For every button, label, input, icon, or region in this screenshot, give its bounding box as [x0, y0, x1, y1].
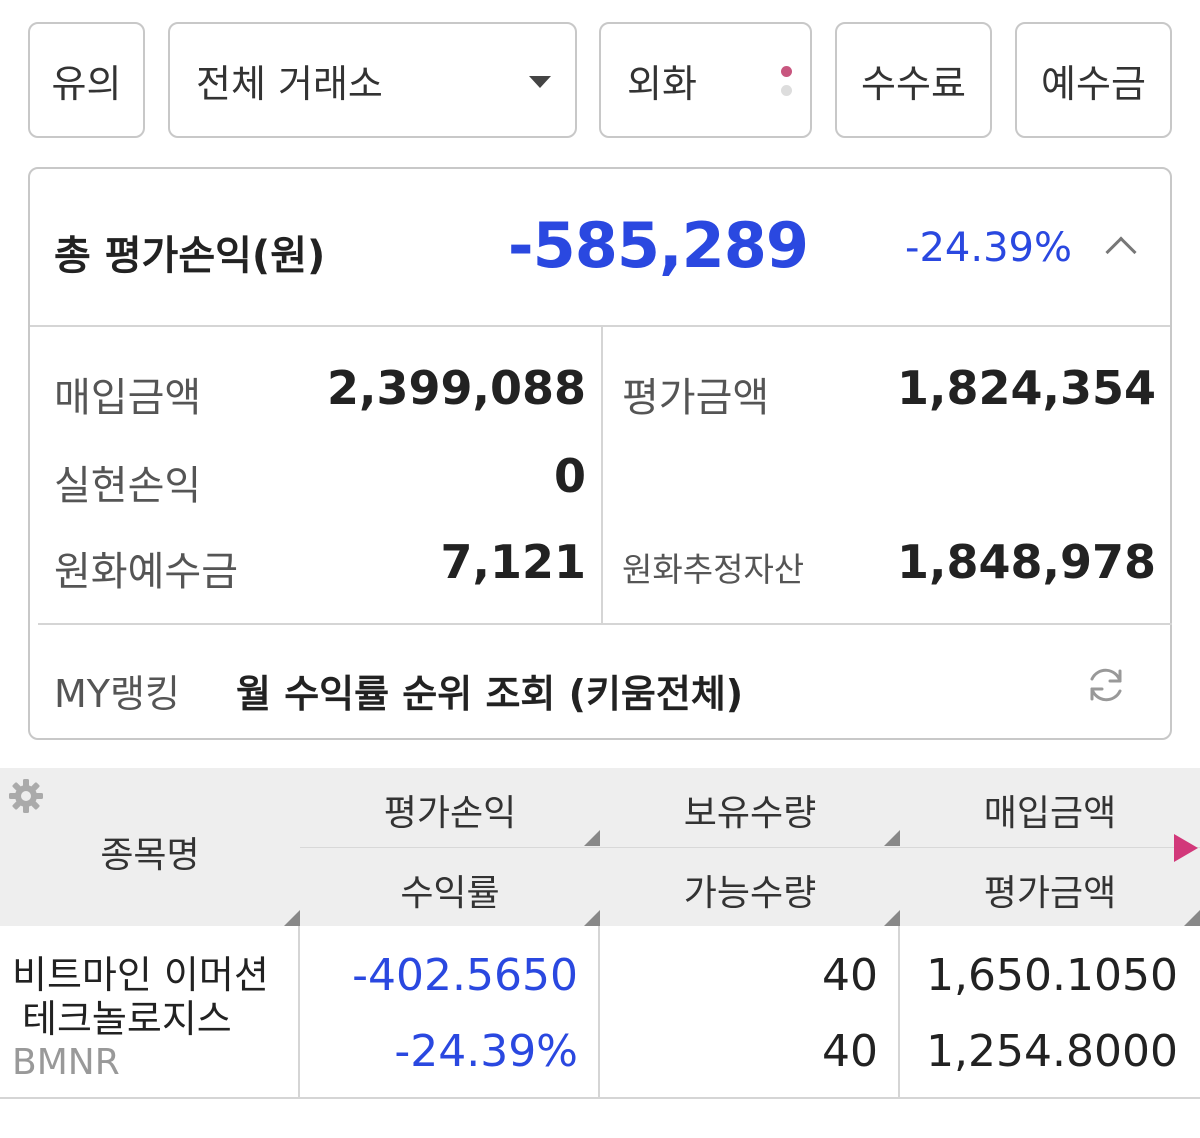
row-valuation-amount: 1,254.8000 [926, 1026, 1178, 1077]
row-return-rate: -24.39% [394, 1026, 578, 1077]
monthly-return-ranking-link[interactable]: 월 수익률 순위 조회 (키움전체) [236, 672, 744, 716]
refresh-icon[interactable] [1084, 663, 1128, 707]
stock-ticker: BMNR [12, 1042, 120, 1083]
row-pl-value: -402.5650 [352, 950, 578, 1001]
column-header-return-rate[interactable]: 수익률 [400, 873, 500, 914]
krw-estimated-assets-label: 원화추정자산 [622, 550, 805, 589]
valuation-amount-value: 1,824,354 [897, 361, 1156, 415]
fx-toggle-button[interactable]: 외화 [599, 22, 812, 138]
fx-indicator-dots [781, 66, 792, 104]
deposit-button[interactable]: 예수금 [1015, 22, 1172, 138]
exchange-select-label: 전체 거래소 [196, 61, 383, 106]
ranking-divider [38, 623, 1172, 625]
summary-header[interactable]: 총 평가손익(원) -585,289 -24.39% [30, 169, 1170, 327]
stock-name-line1: 비트마인 이머션 [12, 953, 269, 997]
column-divider [298, 926, 300, 1099]
column-header-available-qty[interactable]: 가능수량 [683, 873, 817, 914]
valuation-amount-label: 평가금액 [622, 375, 770, 421]
table-row[interactable]: 비트마인 이머션 테크놀로지스 BMNR -402.5650 -24.39% 4… [0, 926, 1200, 1099]
sort-corner-icon [584, 910, 600, 926]
total-pl-value: -585,289 [507, 209, 809, 282]
exchange-select[interactable]: 전체 거래소 [168, 22, 577, 138]
caret-down-icon [529, 76, 551, 88]
row-available-qty: 40 [822, 1026, 878, 1077]
row-purchase-amount: 1,650.1050 [926, 950, 1178, 1001]
chevron-up-icon[interactable] [1105, 236, 1137, 268]
realized-pl-value: 0 [553, 449, 586, 503]
column-divider [601, 327, 603, 623]
column-header-valuation-amount[interactable]: 평가금액 [983, 873, 1117, 914]
column-header-holding-qty[interactable]: 보유수량 [683, 793, 817, 834]
krw-estimated-assets-value: 1,848,978 [897, 535, 1156, 589]
total-pl-percent: -24.39% [905, 225, 1072, 271]
fee-button[interactable]: 수수료 [835, 22, 992, 138]
deposit-button-label: 예수금 [1041, 61, 1146, 106]
krw-deposit-value: 7,121 [440, 535, 586, 589]
fx-indicator-dot-active [781, 66, 792, 77]
stock-name-line2: 테크놀로지스 [22, 997, 232, 1041]
fx-indicator-dot-inactive [781, 85, 792, 96]
my-ranking-label: MY랭킹 [54, 672, 180, 716]
total-pl-label: 총 평가손익(원) [54, 233, 326, 279]
gear-icon[interactable] [8, 778, 44, 814]
header-row-divider [300, 847, 1200, 848]
fee-button-label: 수수료 [861, 61, 966, 106]
sort-corner-icon [1184, 910, 1200, 926]
purchase-amount-value: 2,399,088 [327, 361, 586, 415]
column-header-purchase-amount[interactable]: 매입금액 [983, 793, 1117, 834]
sort-corner-icon [584, 830, 600, 846]
realized-pl-label: 실현손익 [54, 463, 202, 509]
sort-corner-icon [284, 910, 300, 926]
column-divider [898, 926, 900, 1099]
fx-toggle-label: 외화 [627, 61, 697, 106]
column-divider [598, 926, 600, 1099]
row-holding-qty: 40 [822, 950, 878, 1001]
holdings-table-header: 종목명 평가손익 수익률 보유수량 가능수량 매입금액 평가금액 [0, 768, 1200, 926]
krw-deposit-label: 원화예수금 [54, 549, 238, 595]
next-columns-arrow-icon[interactable] [1174, 834, 1198, 862]
sort-corner-icon [884, 830, 900, 846]
caution-filter-label: 유의 [51, 61, 122, 106]
summary-card: 총 평가손익(원) -585,289 -24.39% 매입금액 2,399,08… [28, 167, 1172, 740]
column-header-name[interactable]: 종목명 [100, 835, 200, 876]
caution-filter-button[interactable]: 유의 [28, 22, 145, 138]
sort-corner-icon [884, 910, 900, 926]
purchase-amount-label: 매입금액 [54, 375, 202, 421]
column-header-pl[interactable]: 평가손익 [383, 793, 517, 834]
